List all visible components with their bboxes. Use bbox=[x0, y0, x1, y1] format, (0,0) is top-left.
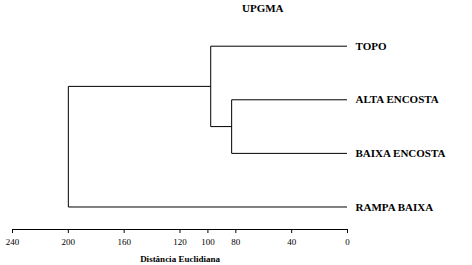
svg-text:0: 0 bbox=[345, 237, 350, 247]
svg-text:200: 200 bbox=[62, 237, 76, 247]
svg-text:160: 160 bbox=[117, 237, 131, 247]
svg-text:100: 100 bbox=[201, 237, 215, 247]
html-text:UPGMA: UPGMA bbox=[242, 2, 284, 14]
svg-text:TOPO: TOPO bbox=[356, 40, 387, 52]
svg-text:Distância Euclidiana: Distância Euclidiana bbox=[140, 254, 220, 264]
svg-text:120: 120 bbox=[173, 237, 187, 247]
svg-text:40: 40 bbox=[287, 237, 297, 247]
svg-text:RAMPA BAIXA: RAMPA BAIXA bbox=[356, 201, 434, 213]
svg-text:BAIXA ENCOSTA: BAIXA ENCOSTA bbox=[356, 147, 446, 159]
svg-text:240: 240 bbox=[6, 237, 20, 247]
svg-text:ALTA ENCOSTA: ALTA ENCOSTA bbox=[356, 93, 439, 105]
svg-text:80: 80 bbox=[231, 237, 241, 247]
